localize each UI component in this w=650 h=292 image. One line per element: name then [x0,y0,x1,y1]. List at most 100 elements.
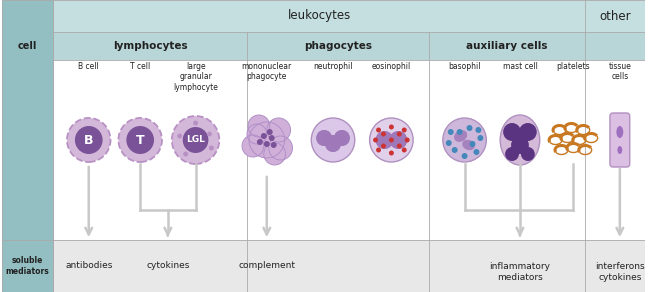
Circle shape [334,130,350,146]
Bar [2,0,53,292]
Circle shape [183,152,188,157]
Circle shape [193,121,198,126]
Circle shape [311,118,355,162]
Circle shape [325,136,341,152]
Ellipse shape [616,126,623,138]
Circle shape [511,136,529,154]
Circle shape [376,131,393,149]
Circle shape [268,136,292,160]
Text: basophil: basophil [448,62,481,71]
Circle shape [405,138,410,142]
Text: T: T [136,133,144,147]
Circle shape [268,135,275,141]
Circle shape [389,131,407,149]
Text: B cell: B cell [79,62,99,71]
Circle shape [242,135,264,157]
Text: lymphocytes: lymphocytes [112,41,187,51]
Circle shape [402,147,407,152]
Circle shape [473,149,480,155]
Text: LGL: LGL [186,135,205,145]
Circle shape [257,139,263,145]
Circle shape [334,130,350,146]
Circle shape [396,143,402,149]
Circle shape [389,150,394,156]
Text: platelets: platelets [556,62,590,71]
Circle shape [519,123,537,141]
Bar [53,240,645,292]
Circle shape [248,115,270,137]
Text: cell: cell [18,41,37,51]
Ellipse shape [462,140,474,150]
Text: soluble
mediators: soluble mediators [6,256,49,276]
Ellipse shape [454,130,467,142]
Ellipse shape [618,146,622,154]
Circle shape [316,130,332,146]
Text: auxiliary cells: auxiliary cells [466,41,548,51]
Text: leukocytes: leukocytes [287,10,351,22]
Text: mononuclear
phagocyte: mononuclear phagocyte [242,62,292,81]
Bar [53,0,645,32]
Text: T cell: T cell [130,62,150,71]
Text: inflammatory
mediators: inflammatory mediators [489,262,551,282]
Circle shape [376,128,381,133]
Circle shape [67,118,111,162]
Circle shape [247,124,266,144]
Circle shape [316,130,332,146]
Circle shape [503,123,521,141]
Circle shape [452,147,458,153]
Circle shape [505,147,519,161]
Text: interferons
cytokines: interferons cytokines [595,262,645,282]
Circle shape [264,143,285,165]
Circle shape [448,129,454,135]
Text: neutrophil: neutrophil [313,62,353,71]
Circle shape [266,129,273,135]
Circle shape [376,131,393,149]
Circle shape [462,153,467,159]
Text: other: other [599,10,630,22]
Circle shape [467,125,473,131]
Circle shape [183,127,209,153]
Bar [53,60,645,240]
Circle shape [126,126,154,154]
FancyBboxPatch shape [610,113,630,167]
Circle shape [177,133,182,138]
Circle shape [381,131,386,136]
Bar [2,0,53,292]
Circle shape [477,135,484,141]
Circle shape [118,118,162,162]
Text: B: B [84,133,94,147]
Circle shape [389,131,407,149]
Circle shape [207,131,212,136]
Text: phagocytes: phagocytes [304,41,372,51]
Text: antibodies: antibodies [65,262,112,270]
Text: tissue
cells: tissue cells [608,62,631,81]
Circle shape [443,118,486,162]
Circle shape [475,127,482,133]
Circle shape [75,126,103,154]
Circle shape [209,145,214,150]
Circle shape [264,141,270,147]
Circle shape [266,118,291,142]
Circle shape [271,142,277,148]
Circle shape [402,128,407,133]
Text: complement: complement [239,262,295,270]
Circle shape [396,131,402,136]
Text: mast cell: mast cell [502,62,538,71]
Circle shape [325,136,341,152]
Circle shape [457,129,463,135]
Ellipse shape [500,115,540,165]
Circle shape [376,147,381,152]
Circle shape [381,143,386,149]
Text: cytokines: cytokines [146,262,190,270]
Circle shape [469,141,475,147]
Circle shape [370,118,413,162]
Circle shape [389,124,394,129]
Text: eosinophil: eosinophil [372,62,411,71]
Circle shape [446,140,452,146]
Circle shape [521,147,535,161]
Circle shape [249,122,285,158]
Circle shape [172,116,219,164]
Circle shape [389,138,394,142]
Circle shape [261,133,266,139]
Circle shape [373,138,378,142]
